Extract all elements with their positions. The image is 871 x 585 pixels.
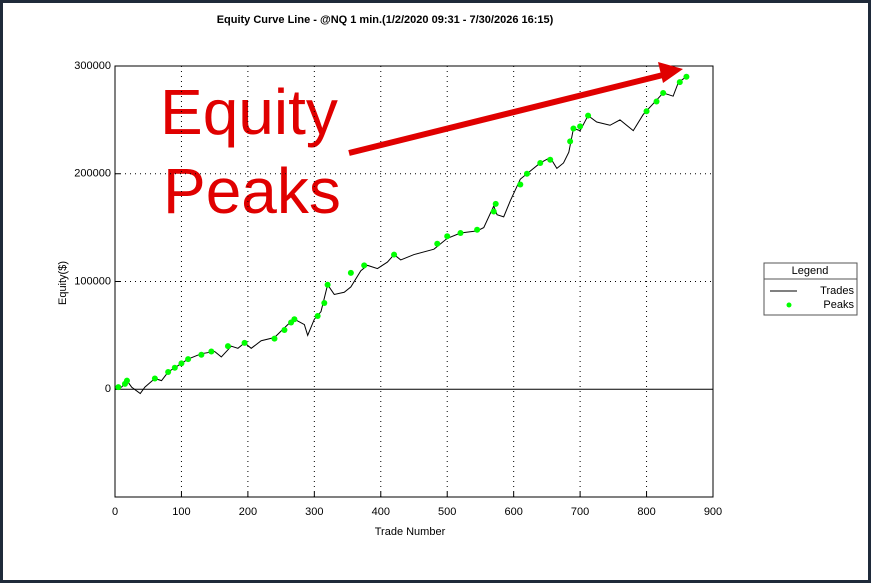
peak-point bbox=[660, 89, 667, 96]
x-tick-label: 500 bbox=[438, 506, 456, 518]
peak-point bbox=[347, 269, 354, 276]
x-tick-label: 400 bbox=[372, 506, 390, 518]
peak-point bbox=[151, 375, 158, 382]
peak-point bbox=[490, 208, 497, 215]
peak-point bbox=[271, 335, 278, 342]
y-tick-label: 100000 bbox=[74, 275, 111, 287]
x-axis-label: Trade Number bbox=[375, 526, 446, 538]
x-tick-label: 700 bbox=[571, 506, 589, 518]
legend-box bbox=[763, 262, 858, 316]
peak-point bbox=[123, 377, 130, 384]
peak-point bbox=[523, 170, 530, 177]
peak-point bbox=[585, 112, 592, 119]
x-tick-label: 200 bbox=[239, 506, 257, 518]
peak-point bbox=[676, 79, 683, 86]
peak-point bbox=[314, 312, 321, 319]
peak-point bbox=[391, 251, 398, 258]
peak-point bbox=[208, 348, 215, 355]
peak-point bbox=[171, 364, 178, 371]
x-tick-label: 300 bbox=[305, 506, 323, 518]
peak-point bbox=[537, 159, 544, 166]
peak-point bbox=[178, 360, 185, 367]
x-tick-label: 600 bbox=[504, 506, 522, 518]
peak-point bbox=[324, 281, 331, 288]
peak-point bbox=[115, 384, 122, 391]
peak-point bbox=[281, 326, 288, 333]
peak-point bbox=[683, 73, 690, 80]
peak-point bbox=[547, 156, 554, 163]
peak-point bbox=[643, 108, 650, 115]
peak-point bbox=[185, 356, 192, 363]
legend-label: Trades bbox=[820, 285, 854, 297]
y-tick-label: 200000 bbox=[74, 168, 111, 180]
chart-title: Equity Curve Line - @NQ 1 min.(1/2/2020 … bbox=[217, 14, 554, 26]
peak-point bbox=[517, 181, 524, 188]
y-tick-label: 0 bbox=[105, 383, 111, 395]
peak-point bbox=[291, 316, 298, 323]
peak-point bbox=[567, 138, 574, 145]
x-tick-label: 800 bbox=[637, 506, 655, 518]
annotation-arrowhead bbox=[658, 62, 683, 83]
peak-point bbox=[444, 233, 451, 240]
peak-point bbox=[321, 300, 328, 307]
annotation: Peaks bbox=[163, 155, 341, 227]
legend-swatch bbox=[786, 302, 792, 308]
chart: Equity Curve Line - @NQ 1 min.(1/2/2020 … bbox=[57, 14, 858, 538]
legend-label: Peaks bbox=[823, 299, 854, 311]
plot-area bbox=[114, 65, 714, 498]
peak-point bbox=[434, 240, 441, 247]
peak-point bbox=[457, 230, 464, 237]
peak-point bbox=[492, 200, 499, 207]
legend-title: Legend bbox=[792, 265, 829, 277]
peak-point bbox=[165, 369, 172, 376]
peak-point bbox=[570, 125, 577, 132]
annotation: Equity bbox=[160, 76, 338, 148]
x-tick-label: 100 bbox=[172, 506, 190, 518]
peak-point bbox=[474, 226, 481, 233]
peak-point bbox=[361, 262, 368, 269]
peak-point bbox=[653, 98, 660, 105]
x-tick-label: 900 bbox=[704, 506, 722, 518]
annotation-arrow bbox=[348, 72, 664, 156]
peak-point bbox=[241, 339, 248, 346]
peak-point bbox=[577, 123, 584, 130]
y-axis-label: Equity($) bbox=[57, 261, 69, 305]
x-tick-label: 0 bbox=[112, 506, 118, 518]
peak-point bbox=[224, 343, 231, 350]
y-tick-label: 300000 bbox=[74, 60, 111, 72]
peak-point bbox=[198, 351, 205, 358]
